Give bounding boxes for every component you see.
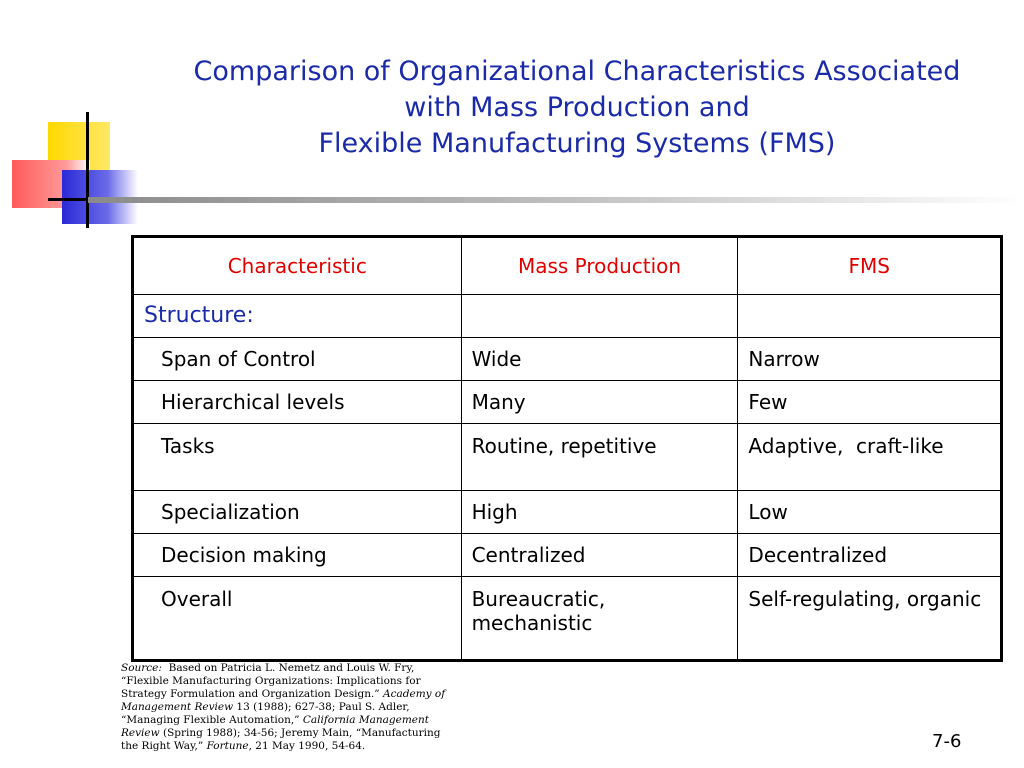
slide-title: Comparison of Organizational Characteris…: [130, 54, 1024, 162]
characteristic-cell: Specialization: [132, 490, 462, 534]
mass-production-cell: Routine, repetitive: [460, 423, 739, 491]
characteristic-cell: Overall: [132, 576, 462, 661]
fms-cell: Adaptive, craft-like: [737, 423, 1002, 491]
title-line-3: Flexible Manufacturing Systems (FMS): [318, 128, 836, 159]
title-divider: [88, 197, 1024, 203]
empty-cell: [460, 294, 739, 338]
mass-production-cell: Centralized: [460, 533, 739, 577]
table-row: Specialization High Low: [132, 490, 1002, 534]
fms-cell: Narrow: [737, 337, 1002, 381]
title-line-2: with Mass Production and: [404, 92, 750, 123]
table-header-row: Characteristic Mass Production FMS: [132, 236, 1002, 295]
source-label: Source:: [121, 662, 162, 674]
source-journal-2: California Management Review: [121, 714, 429, 739]
mass-production-cell: Bureaucratic, mechanistic: [460, 576, 739, 661]
table-row: Overall Bureaucratic, mechanistic Self-r…: [132, 576, 1002, 661]
characteristic-cell: Decision making: [132, 533, 462, 577]
characteristic-cell: Tasks: [132, 423, 462, 491]
header-fms: FMS: [737, 236, 1002, 295]
source-text-3: (Spring 1988); 34-56; Jeremy Main, “Manu…: [121, 727, 441, 752]
comparison-table: Characteristic Mass Production FMS Struc…: [131, 235, 1003, 662]
page-number: 7-6: [932, 731, 962, 752]
source-text-1: Based on Patricia L. Nemetz and Louis W.…: [121, 662, 421, 700]
table-row: Span of Control Wide Narrow: [132, 337, 1002, 381]
fms-cell: Decentralized: [737, 533, 1002, 577]
mass-production-cell: Wide: [460, 337, 739, 381]
mass-production-cell: High: [460, 490, 739, 534]
fms-cell: Few: [737, 380, 1002, 424]
table-row: Tasks Routine, repetitive Adaptive, craf…: [132, 423, 1002, 491]
empty-cell: [737, 294, 1002, 338]
source-text-4: , 21 May 1990, 54-64.: [248, 740, 366, 752]
section-row-structure: Structure:: [132, 294, 1002, 338]
header-characteristic: Characteristic: [132, 236, 462, 295]
header-mass-production: Mass Production: [460, 236, 739, 295]
source-citation: Source: Based on Patricia L. Nemetz and …: [121, 662, 451, 753]
characteristic-cell: Hierarchical levels: [132, 380, 462, 424]
table-row: Decision making Centralized Decentralize…: [132, 533, 1002, 577]
section-label: Structure:: [132, 294, 462, 338]
table-row: Hierarchical levels Many Few: [132, 380, 1002, 424]
fms-cell: Low: [737, 490, 1002, 534]
fms-cell: Self-regulating, organic: [737, 576, 1002, 661]
source-journal-3: Fortune: [206, 740, 249, 752]
source-journal-1: Academy of Management Review: [121, 688, 446, 713]
mass-production-cell: Many: [460, 380, 739, 424]
characteristic-cell: Span of Control: [132, 337, 462, 381]
source-text-2: 13 (1988); 627-38; Paul S. Adler, “Manag…: [121, 701, 410, 726]
title-line-1: Comparison of Organizational Characteris…: [193, 56, 961, 87]
